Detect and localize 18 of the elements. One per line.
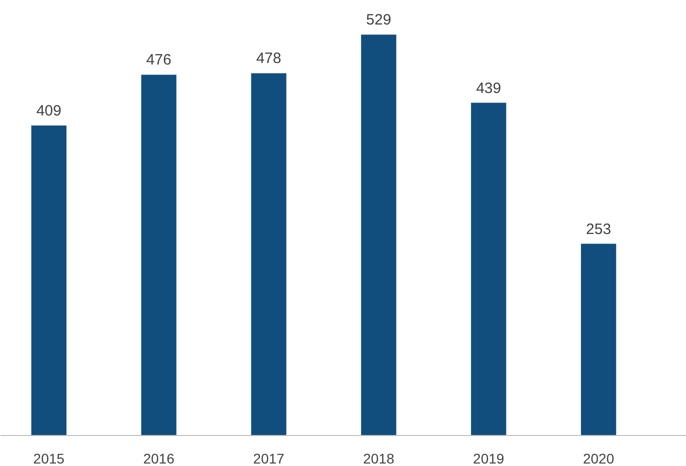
data-label: 529 <box>366 12 392 29</box>
bar <box>31 126 66 436</box>
bar <box>141 74 176 436</box>
bar <box>471 102 506 436</box>
bar <box>580 244 616 436</box>
data-label: 476 <box>146 52 172 69</box>
x-tick-label: 2019 <box>473 450 504 466</box>
x-tick-label: 2020 <box>582 450 614 466</box>
bar <box>251 73 286 436</box>
x-tick-label: 2018 <box>363 450 394 466</box>
bar <box>361 34 396 436</box>
x-tick-label: 2015 <box>33 450 65 466</box>
data-label: 439 <box>476 80 502 97</box>
x-tick-label: 2016 <box>143 450 175 466</box>
data-label: 409 <box>36 102 62 120</box>
data-label: 253 <box>586 220 612 238</box>
x-tick-label: 2017 <box>253 450 285 466</box>
data-label: 478 <box>256 50 282 68</box>
